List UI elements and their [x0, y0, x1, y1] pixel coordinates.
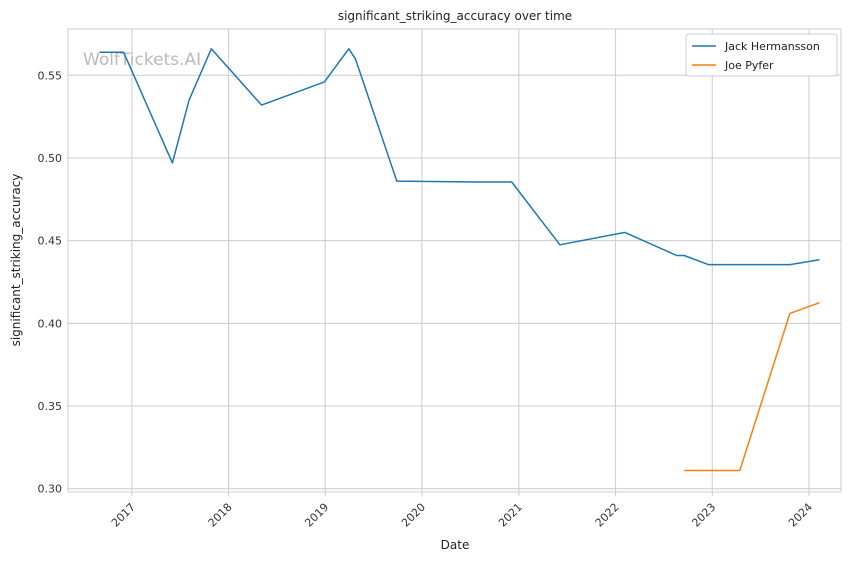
x-axis-title: Date: [441, 538, 470, 552]
x-tick-label: 2019: [302, 501, 331, 530]
y-tick-label: 0.45: [38, 235, 63, 248]
watermark: WolfTickets.AI: [83, 50, 201, 70]
x-tick-label: 2024: [786, 501, 815, 530]
y-tick-label: 0.50: [38, 152, 63, 165]
legend-label-jack-hermansson: Jack Hermansson: [724, 40, 820, 53]
x-tick-label: 2017: [109, 501, 138, 530]
x-tick-label: 2018: [206, 501, 235, 530]
series-layer: [99, 48, 820, 472]
y-axis-ticks: 0.30 0.35 0.40 0.45 0.50 0.55: [38, 69, 63, 495]
y-tick-label: 0.35: [38, 400, 63, 413]
y-tick-label: 0.40: [38, 317, 63, 330]
chart-title: significant_striking_accuracy over time: [338, 9, 572, 23]
x-tick-label: 2021: [496, 501, 525, 530]
x-tick-label: 2023: [689, 501, 718, 530]
series-line-joe-pyfer: [684, 301, 820, 472]
plot-frame: [67, 28, 842, 493]
legend-box: [685, 33, 838, 77]
series-line-jack-hermansson: [99, 48, 820, 266]
y-tick-label: 0.30: [38, 483, 63, 496]
y-axis-title: significant_striking_accuracy: [9, 174, 23, 347]
x-tick-label: 2020: [399, 501, 428, 530]
y-tick-label: 0.55: [38, 69, 63, 82]
legend: Jack Hermansson Joe Pyfer: [685, 33, 838, 77]
legend-label-joe-pyfer: Joe Pyfer: [724, 59, 774, 72]
x-tick-label: 2022: [593, 501, 622, 530]
x-axis-ticks: 2017 2018 2019 2020 2021 2022 2023 2024: [109, 492, 815, 530]
